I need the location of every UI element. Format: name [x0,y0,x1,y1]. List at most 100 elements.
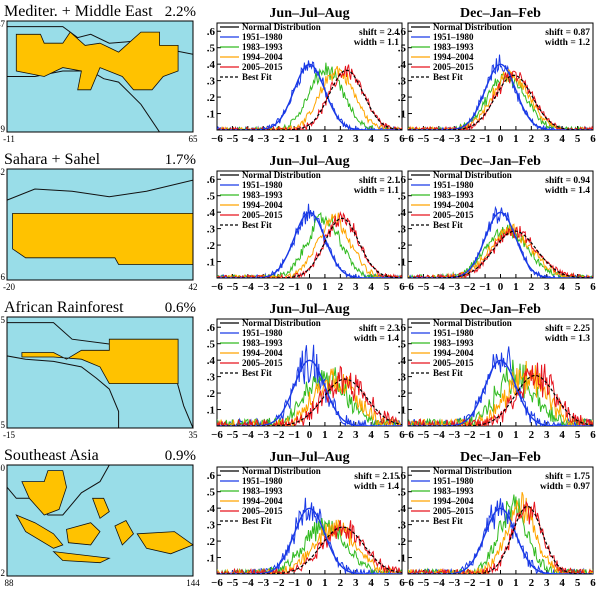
x-tick-label: 4 [368,281,374,293]
x-tick-label: 6 [590,577,596,589]
x-tick-label: −1 [479,429,491,441]
y-tick-label: .4 [207,355,216,367]
legend-label: Best Fit [242,72,272,82]
x-tick-label: −3 [257,133,269,145]
y-tick-label: .1 [207,257,215,269]
legend-label: 1983–1993 [433,338,474,348]
x-tick-label: 2 [529,133,535,145]
x-tick-label: −2 [273,429,285,441]
x-tick-label: −1 [288,429,300,441]
width-annotation: width = 1.4 [545,186,591,196]
x-tick-label: −4 [242,429,254,441]
x-tick-label: 3 [353,429,359,441]
normal-distribution-curve [408,507,593,574]
region-percent: 2.2% [165,4,196,20]
y-tick-label: .3 [398,76,407,88]
season-title: Dec–Jan–Feb [460,302,541,317]
x-tick-label: 1 [322,133,328,145]
x-tick-label: 5 [575,429,581,441]
x-tick-label: 0 [498,133,504,145]
map-frame [6,168,194,281]
y-tick-label: .2 [207,92,216,104]
x-tick-label: −2 [273,577,285,589]
series-line-p2005_2015 [217,64,402,130]
x-tick-label: −1 [288,577,300,589]
legend-label: Best Fit [433,220,463,230]
x-tick-label: 6 [399,281,405,293]
x-tick-label: −1 [288,281,300,293]
legend-label: 2005–2015 [433,358,474,368]
x-tick-label: −2 [273,281,285,293]
map-frame [6,464,194,577]
season-plot: Jun–Jul–Aug −6 −5 −4 −3 −2 −1 0 1 2 3 4 5 6 .1 .2 .3 .4 .5… [207,154,406,293]
legend-label: 1994–2004 [433,200,474,210]
x-tick-label: −6 [211,133,223,145]
width-annotation: width = 0.97 [540,482,590,492]
legend-label: 1994–2004 [242,52,283,62]
y-tick-label: .5 [207,339,216,351]
width-annotation: width = 1.2 [545,38,591,48]
series-line-p1983_1993 [217,62,402,130]
map-lon-right: 35 [189,430,199,440]
curves [217,497,402,574]
x-tick-label: −3 [257,281,269,293]
legend-label: 1951–1980 [242,476,283,486]
x-tick-label: −4 [433,577,445,589]
x-tick-label: −6 [211,281,223,293]
legend-label: Normal Distribution [433,466,512,476]
x-tick-label: 0 [498,281,504,293]
legend-label: 1951–1980 [242,180,283,190]
x-tick-label: 4 [368,429,374,441]
map-lon-left: -11 [3,134,15,144]
map-highlight-region [114,519,134,546]
series-line-p2005_2015 [408,500,593,574]
map-highlight-region [92,497,110,519]
legend-label: 2005–2015 [242,62,283,72]
legend-label: Normal Distribution [242,170,321,180]
x-tick-label: −6 [402,133,414,145]
y-tick-label: .4 [398,503,407,515]
shift-annotation: shift = 1.75 [545,472,590,482]
legend-label: Normal Distribution [433,318,512,328]
x-tick-label: −6 [211,429,223,441]
x-tick-label: −1 [479,133,491,145]
best-fit-curve [408,230,593,278]
x-tick-label: 4 [559,133,565,145]
y-tick-label: .2 [398,240,407,252]
legend-label: Best Fit [242,516,272,526]
best-fit-curve [217,217,402,278]
x-tick-label: 3 [544,281,550,293]
legend-label: Normal Distribution [433,22,512,32]
legend-label: 1951–1980 [433,328,474,338]
x-tick-label: 0 [307,429,313,441]
y-tick-label: .1 [207,109,215,121]
x-tick-label: 0 [307,133,313,145]
map-frame [6,20,194,133]
series-line-p1994_2004 [217,519,402,574]
x-tick-label: −3 [448,281,460,293]
curves [408,492,593,574]
x-tick-label: 4 [368,577,374,589]
region-row: African Rainforest0.6%15-15-1535Jun–Jul–… [0,299,596,441]
map-highlight-region [52,551,111,564]
width-annotation: width = 1.4 [354,482,400,492]
x-tick-label: 4 [368,133,374,145]
legend-label: 2005–2015 [242,358,283,368]
legend-label: Best Fit [242,368,272,378]
y-tick-label: .1 [207,405,215,417]
x-tick-label: 6 [399,577,405,589]
best-fit-curve [408,505,593,574]
normal-distribution-curve [217,63,402,130]
legend-label: 1983–1993 [433,190,474,200]
legend-label: Normal Distribution [242,22,321,32]
legend-label: 2005–2015 [433,210,474,220]
map-lon-left: -15 [3,430,15,440]
series-line-p1994_2004 [408,492,593,574]
y-tick-label: .4 [207,503,216,515]
normal-distribution-curve [217,211,402,278]
y-tick-label: .6 [207,26,216,38]
legend-label: 1951–1980 [433,180,474,190]
season-plot: Dec–Jan–Feb−6 −5 −4 −3 −2 −1 0 1 2 3 4 5 6.1.2.3.4.5… [398,6,597,145]
x-tick-label: −3 [257,429,269,441]
normal-distribution-curve [217,507,402,574]
